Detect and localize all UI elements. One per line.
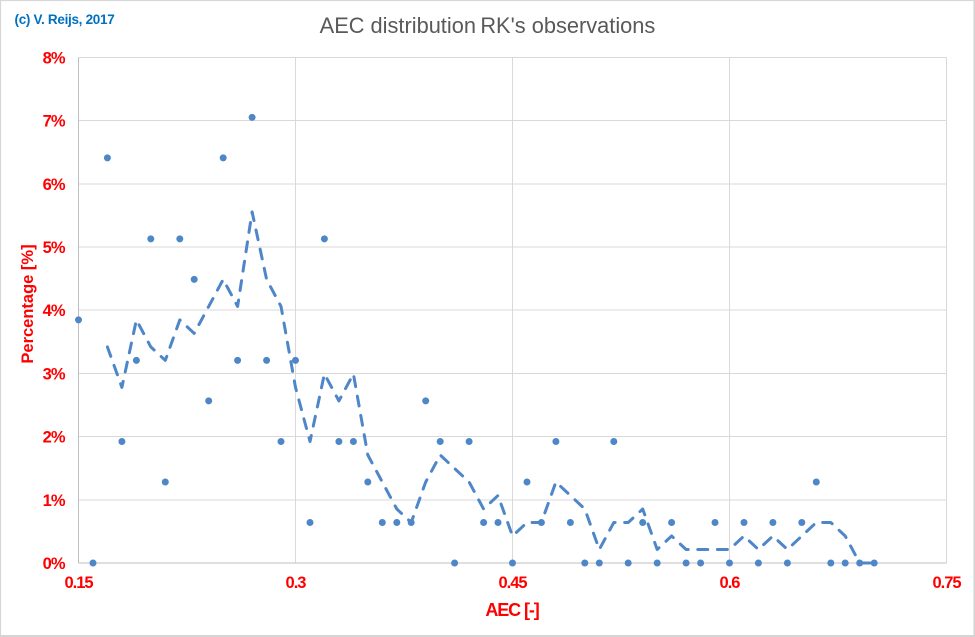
svg-text:2%: 2% [43,429,66,447]
svg-text:8%: 8% [43,49,66,67]
svg-text:5%: 5% [43,239,66,257]
svg-text:AEC [-]: AEC [-] [485,600,538,620]
svg-text:0.75: 0.75 [932,574,961,592]
svg-text:0.6: 0.6 [720,574,741,592]
svg-text:AEC distribution RK's observat: AEC distribution RK's observations [320,13,656,38]
svg-text:7%: 7% [43,113,66,131]
svg-text:0.3: 0.3 [286,574,307,592]
svg-text:0.45: 0.45 [498,574,527,592]
svg-text:(c) V. Reijs, 2017: (c) V. Reijs, 2017 [15,12,115,27]
svg-text:0.15: 0.15 [64,574,93,592]
svg-text:Percentage [%]: Percentage [%] [19,244,37,363]
svg-text:3%: 3% [43,365,66,383]
svg-text:6%: 6% [43,176,66,194]
svg-text:4%: 4% [43,302,66,320]
svg-text:1%: 1% [43,492,66,510]
svg-text:0%: 0% [43,555,66,573]
